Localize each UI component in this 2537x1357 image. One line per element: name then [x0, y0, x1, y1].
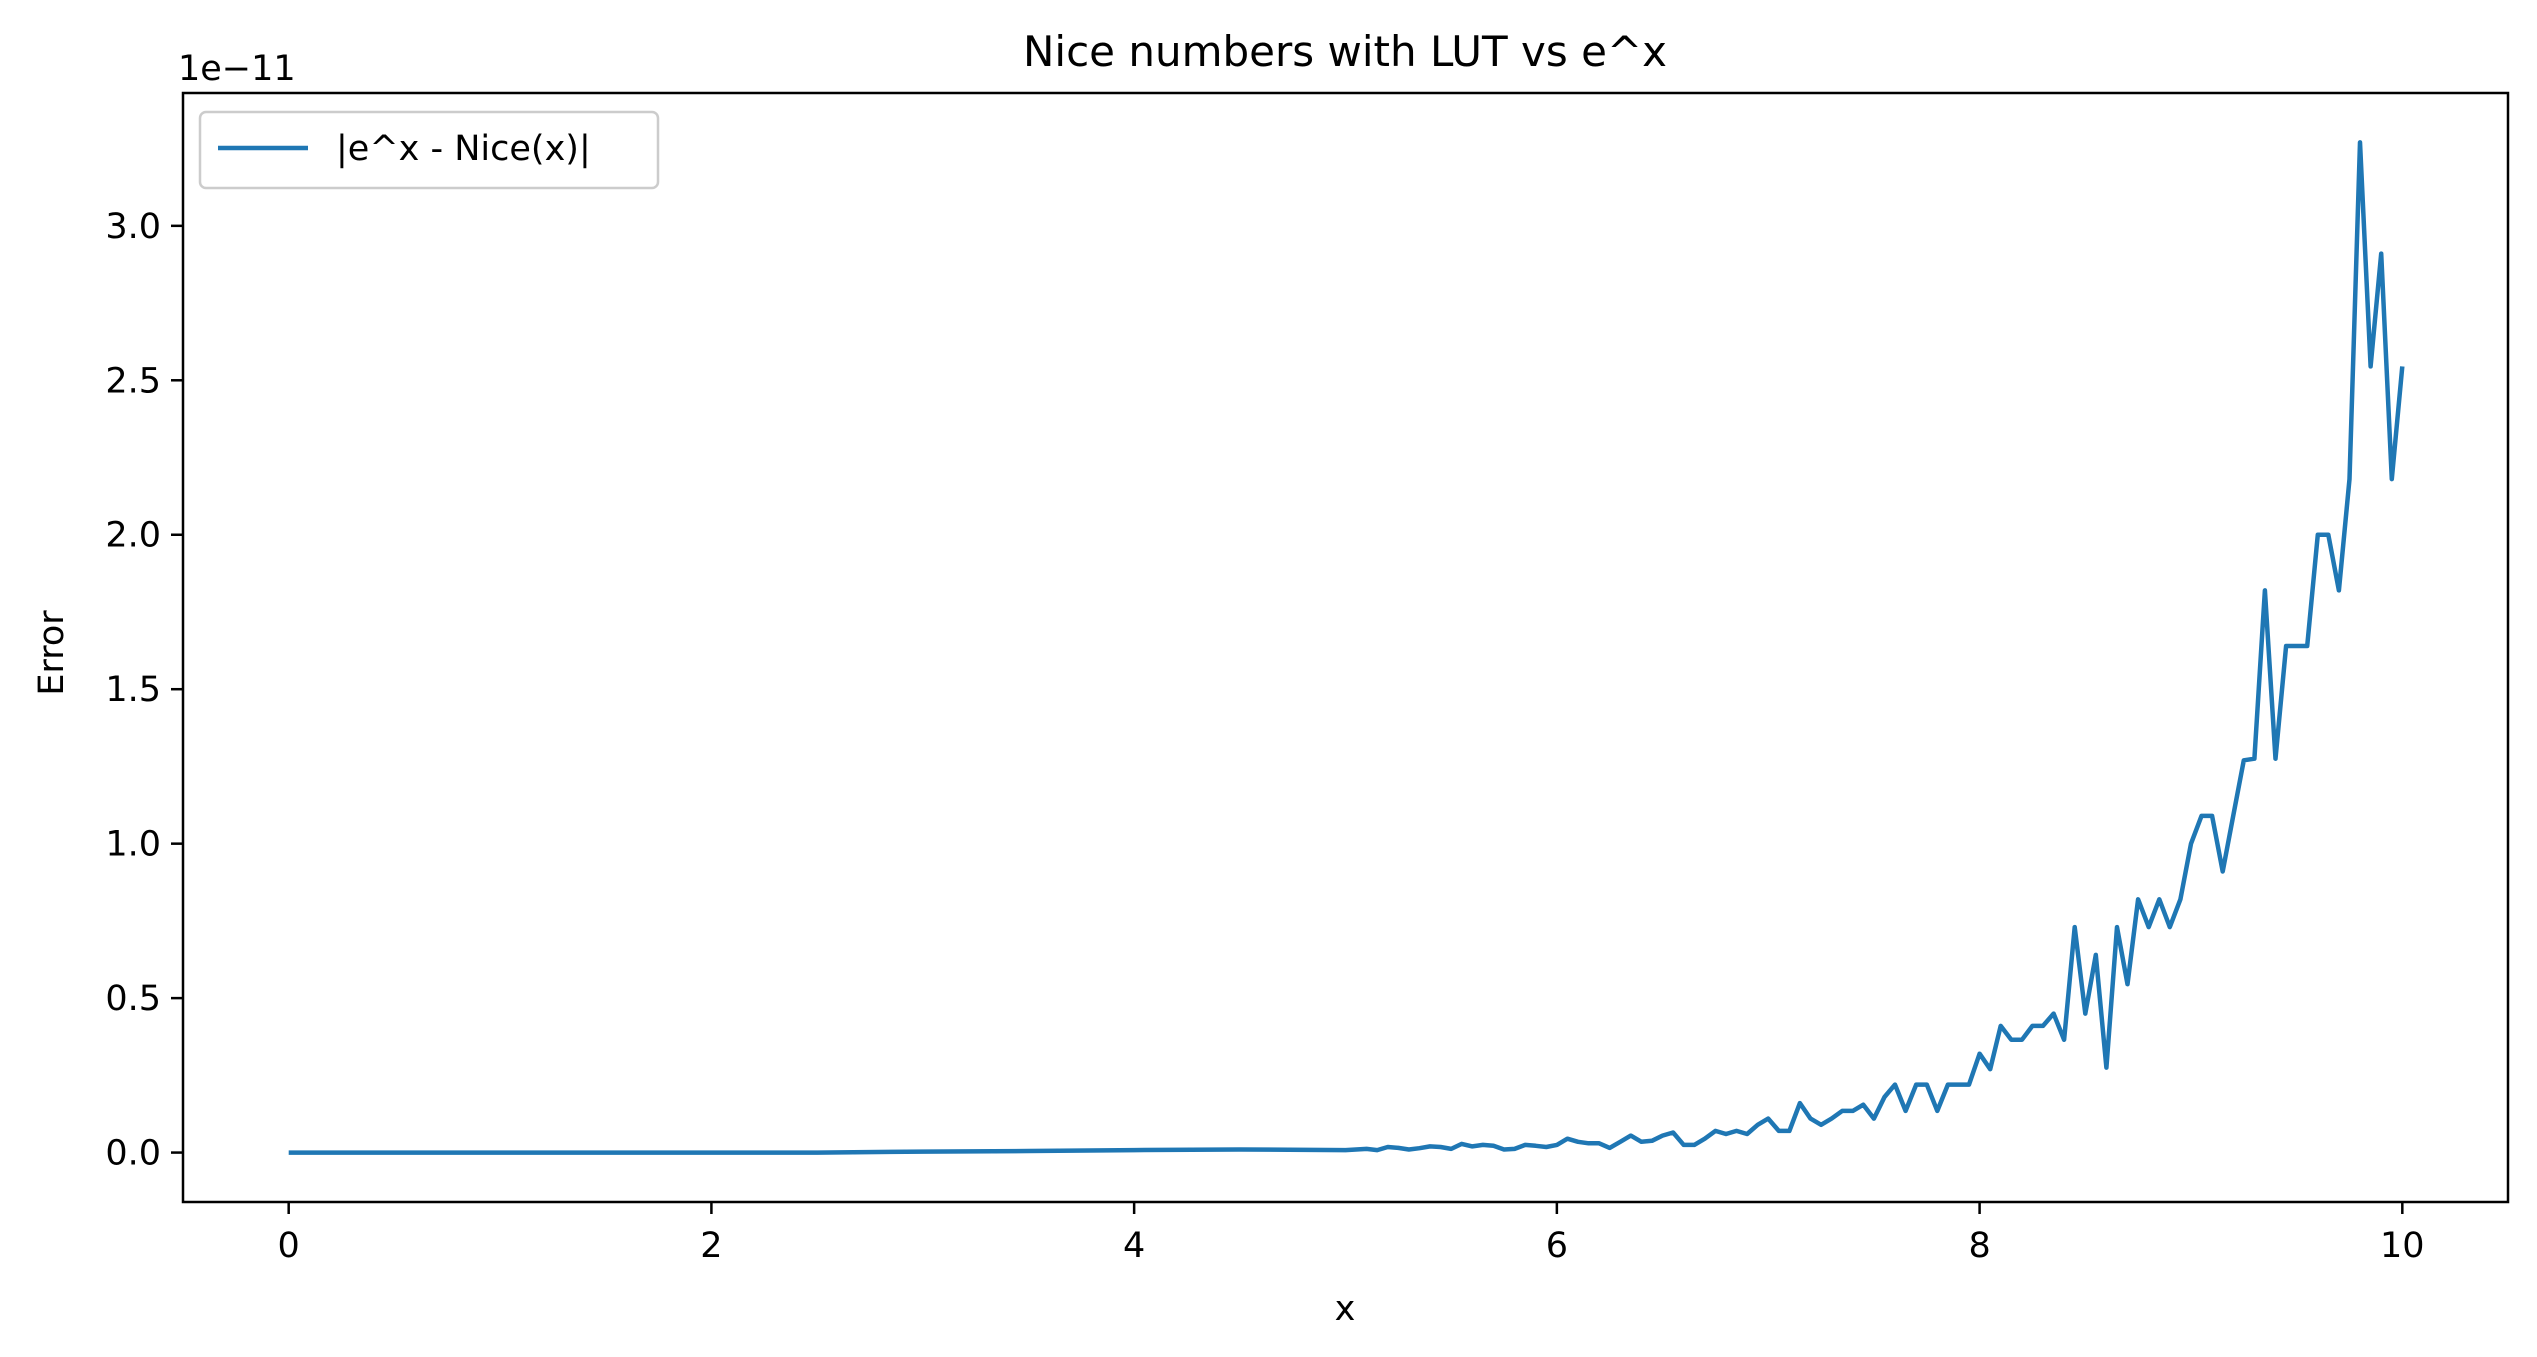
legend-box: [198, 110, 660, 190]
y-tick-label: 1.5: [105, 670, 161, 710]
y-tick-label: 2.0: [105, 516, 161, 556]
y-tick-label: 0.0: [105, 1134, 161, 1174]
y-offset-label: 1e−11: [178, 49, 296, 89]
x-tick-label: 10: [2380, 1226, 2425, 1266]
y-axis: 0.0 0.5 1.0 1.5 2.0 2.5 3.0: [105, 207, 183, 1174]
y-axis-label: Error: [32, 610, 72, 696]
x-tick-label: 0: [278, 1226, 300, 1266]
x-tick-label: 6: [1546, 1226, 1568, 1266]
legend: |e^x - Nice(x)|: [198, 110, 660, 190]
legend-label: |e^x - Nice(x)|: [336, 129, 591, 169]
plot-area: [183, 93, 2508, 1202]
x-axis-label: x: [1335, 1289, 1356, 1329]
y-tick-label: 2.5: [105, 361, 161, 401]
x-tick-label: 4: [1123, 1226, 1145, 1266]
chart-title: Nice numbers with LUT vs e^x: [1023, 27, 1667, 76]
y-tick-label: 1.0: [105, 825, 161, 865]
x-axis: 0 2 4 6 8 10: [278, 1202, 2425, 1266]
x-tick-label: 2: [700, 1226, 722, 1266]
y-tick-label: 3.0: [105, 207, 161, 247]
series-layer: [288, 140, 2405, 1155]
series-line: [288, 140, 2405, 1155]
x-tick-label: 8: [1968, 1226, 1990, 1266]
y-tick-label: 0.5: [105, 979, 161, 1019]
plot-frame: [181, 91, 2510, 1204]
